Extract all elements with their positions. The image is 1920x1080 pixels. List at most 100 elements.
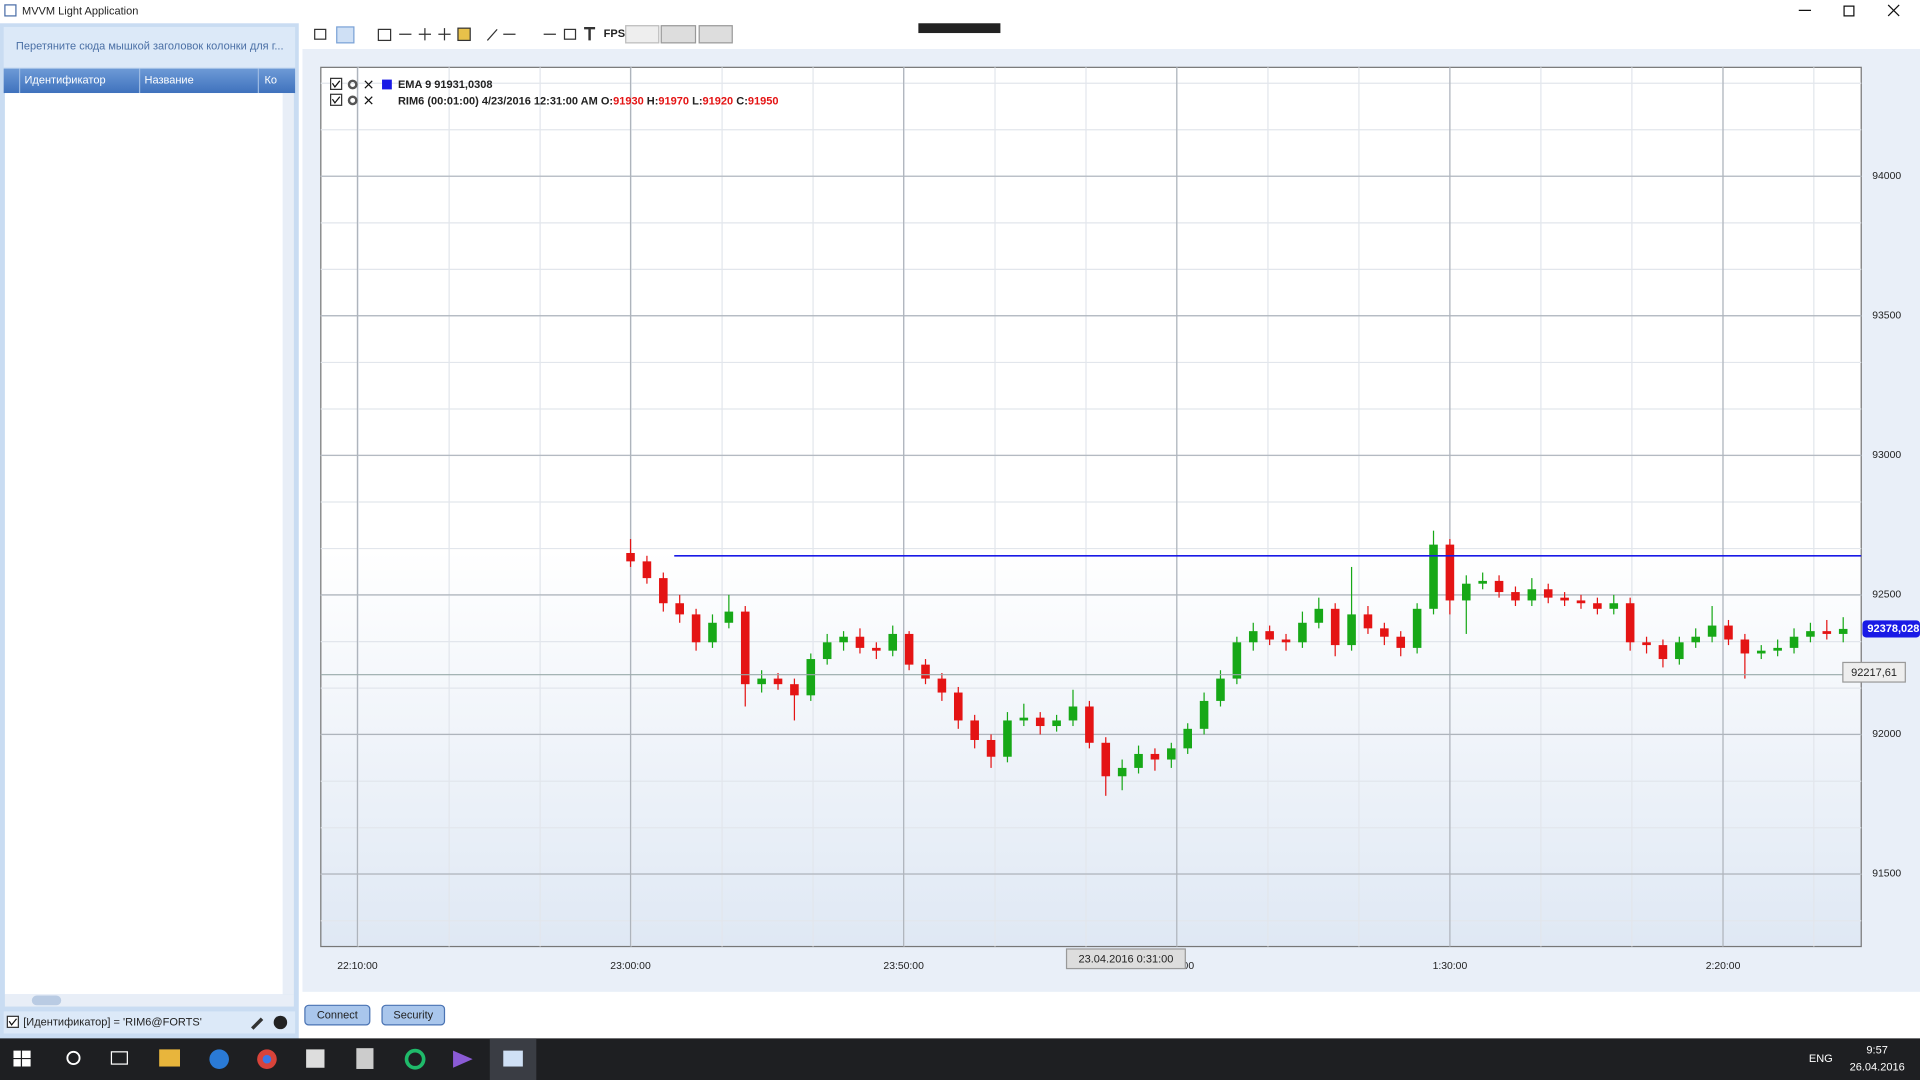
security-button[interactable] (381, 1004, 446, 1026)
legend-checkbox[interactable] (330, 77, 343, 90)
ohlc-value: 91920 (703, 96, 734, 108)
candle-body (1117, 767, 1127, 777)
edit-filter[interactable] (251, 1017, 264, 1030)
legend-candles: RIM6 (00:01:00) 4/23/2016 12:31:00 AM O:… (398, 96, 779, 108)
scroll-thumb[interactable] (31, 995, 62, 1006)
x-tick-label: 1:30:00 (1433, 961, 1468, 972)
candle-time: 4/23/2016 12:31:00 AM (482, 96, 598, 108)
candle-body (790, 684, 799, 696)
tool-dropdown[interactable] (625, 25, 660, 44)
h-scrollbar[interactable] (4, 994, 294, 1007)
candle-body (855, 636, 865, 648)
clock-time[interactable]: 9:57 (1866, 1045, 1887, 1057)
candle-body (1658, 645, 1668, 660)
candle-body (1707, 625, 1717, 637)
tool-icon[interactable] (314, 28, 327, 40)
tool-icon[interactable] (336, 26, 355, 44)
settings-icon[interactable] (347, 95, 358, 106)
calc-icon[interactable] (356, 1048, 374, 1069)
cursor-price-label: 92217,61 (1851, 667, 1897, 679)
candle-body (937, 678, 947, 693)
legend-ema: EMA 9 91931,0308 (398, 79, 493, 91)
settings-icon[interactable] (347, 79, 358, 90)
candle-body (740, 611, 750, 685)
connect-button[interactable] (304, 1004, 371, 1026)
ohlc-value: 91950 (748, 96, 779, 108)
cursor-time-label: 23.04.2016 0:31:00 (1078, 953, 1173, 965)
store-icon[interactable] (306, 1049, 325, 1068)
candle-body (708, 622, 717, 643)
drag-handle[interactable] (918, 23, 1001, 34)
grid-body (4, 93, 283, 995)
v-scrollbar[interactable] (282, 93, 294, 995)
candle-body (1494, 580, 1504, 593)
edge-icon[interactable] (209, 1049, 229, 1069)
toolbar (314, 25, 733, 44)
fps-button[interactable]: FPS (604, 28, 625, 40)
candle-body (1773, 647, 1782, 651)
tool-dropdown[interactable] (660, 25, 697, 44)
candle-body (1691, 636, 1700, 643)
candle-body (1462, 583, 1471, 601)
button-label[interactable]: Connect (317, 1010, 358, 1022)
check (8, 1018, 18, 1026)
filter-text[interactable]: [Идентификатор] = 'RIM6@FORTS' (23, 1016, 202, 1028)
candle-body (659, 578, 668, 604)
column-name[interactable]: Название (144, 75, 193, 87)
candle-body (1167, 748, 1176, 760)
tool-icon[interactable] (584, 26, 596, 41)
candle-body (1675, 642, 1684, 660)
search-button[interactable] (66, 1050, 81, 1065)
tool-icon[interactable] (457, 27, 471, 42)
window-controls[interactable] (1798, 4, 1900, 17)
candle-body (1248, 631, 1258, 643)
candle-body (986, 739, 996, 757)
y-tick-label: 93500 (1872, 311, 1901, 322)
y-tick-label: 92500 (1872, 590, 1901, 601)
candle-body (1822, 631, 1832, 634)
candle-body (839, 636, 848, 643)
legend-icons[interactable] (331, 80, 373, 105)
candle-body (806, 659, 816, 696)
column-name[interactable]: Ко (264, 75, 277, 87)
legend-checkbox[interactable] (330, 93, 343, 106)
filter-checkbox[interactable] (6, 1015, 19, 1028)
candle-body (1412, 608, 1422, 648)
candle-body (1396, 636, 1406, 648)
language[interactable]: ENG (1809, 1053, 1833, 1065)
title-bar (0, 0, 1920, 24)
column-header[interactable] (3, 68, 296, 94)
candle-body (1216, 678, 1225, 701)
tool-dropdown[interactable] (698, 25, 733, 44)
y-tick-label: 91500 (1872, 869, 1901, 880)
ohlc-value: 91930 (613, 96, 644, 108)
clear-filter[interactable] (273, 1015, 288, 1030)
cursor-price-box (1842, 661, 1906, 683)
task-view[interactable] (110, 1051, 128, 1065)
candle-body (1150, 753, 1160, 760)
candle-body (1642, 642, 1651, 646)
explorer-icon[interactable] (159, 1049, 180, 1067)
candle-body (1527, 589, 1537, 601)
button-label[interactable]: Security (393, 1010, 433, 1022)
tool-icon[interactable] (563, 28, 577, 40)
column-name[interactable]: Идентификатор (24, 75, 105, 87)
vs-icon[interactable] (453, 1050, 473, 1068)
candle-body (822, 642, 832, 660)
clock-date[interactable]: 26.04.2016 (1850, 1062, 1905, 1074)
candle-body (1085, 706, 1094, 743)
start-button[interactable] (13, 1050, 31, 1067)
candle-body (1068, 706, 1078, 721)
tool-icon[interactable] (377, 28, 392, 42)
candle-body (724, 611, 734, 623)
candle-body (642, 561, 652, 579)
x-tick-label: 22:10:00 (337, 961, 378, 972)
tool-icon[interactable] (399, 28, 556, 41)
last-price-label: 92378,028 (1867, 623, 1919, 635)
candle-body (757, 678, 766, 685)
x-tick-label: 2:20:00 (1706, 961, 1741, 972)
app-icon[interactable] (404, 1048, 426, 1070)
candle-body (1101, 742, 1111, 777)
candle-body (1134, 753, 1143, 768)
candle-body (1330, 608, 1340, 646)
